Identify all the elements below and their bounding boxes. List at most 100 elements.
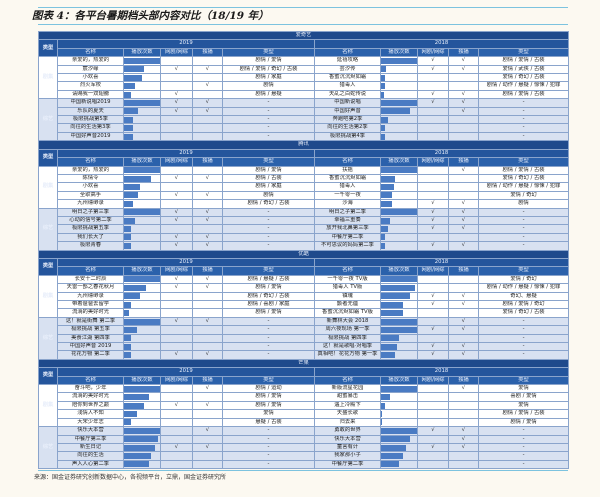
plays-bar-cell bbox=[123, 417, 161, 428]
title-name: 花花万物 第二季 bbox=[57, 350, 124, 360]
genre: - bbox=[222, 241, 315, 251]
drama-row: 小欢喜 剧情 / 家庭 猎毒人 剧情 / 动作 / 悬疑 / 惊悚 / 犯罪 bbox=[39, 182, 570, 192]
exclusive-check bbox=[448, 417, 479, 428]
web-original-check bbox=[417, 434, 449, 444]
column-header-plays: 播放次数 bbox=[123, 266, 161, 276]
title-name: 陪你到世界之巅 bbox=[57, 400, 124, 411]
title-name: 向往的生活 bbox=[57, 451, 124, 461]
web-original-check: √ bbox=[160, 106, 193, 117]
title-name: 陈情令 bbox=[57, 173, 124, 184]
exclusive-check: √ bbox=[192, 426, 223, 436]
web-original-check bbox=[160, 451, 193, 461]
title-name: 这！就是歌唱·对唱季 bbox=[314, 342, 381, 352]
column-header-name: 名称 bbox=[57, 47, 124, 58]
genre: - bbox=[477, 333, 570, 344]
exclusive-check bbox=[448, 123, 479, 133]
title-name: 天盛长歌 bbox=[314, 409, 381, 419]
genre: 剧情 / 爱情 bbox=[222, 308, 315, 318]
web-original-check bbox=[160, 434, 193, 444]
column-header-plays: 播放次数 bbox=[123, 157, 161, 167]
plays-bar-cell bbox=[380, 98, 418, 108]
category-header: 类型 bbox=[38, 257, 58, 276]
plays-bar bbox=[381, 402, 386, 409]
genre: 剧情 / 爱情 bbox=[222, 56, 315, 66]
title-name: 甜蜜暴击 bbox=[314, 392, 381, 402]
plays-bar-cell bbox=[380, 131, 418, 142]
platform-comparison-table: 爱奇艺 类型 2019 2018 名称 播放次数 网剧/网综 独播 类型 名称 播放次数 网剧/网综独… bbox=[37, 30, 570, 470]
genre: - bbox=[477, 241, 570, 251]
plays-bar bbox=[381, 99, 417, 106]
column-header-plays: 播放次数 bbox=[380, 266, 418, 276]
variety-row: 综艺 中国新说唱2019 √ √ - 中国新说唱 √ √ - bbox=[38, 98, 570, 142]
column-header-genre: 类型 bbox=[222, 47, 315, 58]
genre: 剧情 / 爱情 / 古装 bbox=[477, 165, 570, 175]
title-name: 美食江湖 第四季 bbox=[57, 333, 124, 344]
title-name: 快乐大本营 bbox=[314, 434, 381, 444]
year-label: 2018 bbox=[313, 39, 570, 49]
plays-bar bbox=[124, 209, 160, 216]
plays-bar bbox=[381, 318, 417, 325]
plays-bar-cell bbox=[123, 123, 161, 133]
plays-bar-cell bbox=[380, 291, 418, 302]
column-header-exclusive: 独播 bbox=[192, 266, 223, 276]
plays-bar-cell bbox=[380, 442, 418, 453]
column-header-web: 网剧/网综 bbox=[417, 375, 449, 386]
plays-bar bbox=[124, 217, 135, 224]
genre: - bbox=[477, 434, 570, 444]
genre: - bbox=[222, 350, 315, 360]
exclusive-check: √ bbox=[192, 400, 223, 411]
genre: 剧情 / 爱情 / 古装 bbox=[477, 409, 570, 419]
genre: 剧情 / 悬疑 / 古装 bbox=[222, 274, 315, 285]
title-name: 浅情人不知 bbox=[57, 409, 124, 419]
web-original-check: √ bbox=[417, 299, 449, 310]
variety-row: 极限挑战第5季 - 奔跑吧第2季 - bbox=[39, 115, 570, 125]
web-original-check bbox=[417, 165, 449, 175]
genre: 爱情 / 奇幻 / 古装 bbox=[477, 173, 570, 184]
year-label: 2019 bbox=[57, 39, 315, 49]
web-original-check: √ bbox=[417, 64, 449, 75]
genre: 爱情 / 奇幻 bbox=[477, 274, 570, 285]
plays-bar-cell bbox=[123, 56, 161, 66]
variety-row: 我们长大了 √ √ - 中餐厅第二季 - bbox=[39, 232, 570, 243]
exclusive-check: √ bbox=[448, 106, 479, 117]
title-name: 宸汐缘 bbox=[57, 64, 124, 75]
genre: - bbox=[477, 316, 570, 327]
title-name: 中国新说唱 bbox=[314, 98, 381, 108]
plays-bar-cell bbox=[123, 426, 161, 436]
title-name: 小欢喜 bbox=[57, 73, 124, 83]
plays-bar bbox=[381, 343, 398, 350]
title-name: 遇上冷殿下 bbox=[314, 400, 381, 411]
plays-bar-cell bbox=[123, 81, 161, 91]
column-header-exclusive: 独播 bbox=[448, 266, 479, 276]
column-header-exclusive: 独播 bbox=[448, 157, 479, 167]
genre: 剧情 / 古装 bbox=[222, 173, 315, 184]
drama-row: 九州缥缈录 剧情 / 奇幻 / 古装 沙海 √ √ 剧情 bbox=[39, 199, 570, 209]
plays-bar-cell bbox=[380, 173, 418, 184]
exclusive-check: √ bbox=[192, 283, 223, 293]
genre: - bbox=[477, 451, 570, 461]
plays-bar bbox=[381, 444, 407, 451]
plays-bar-cell bbox=[380, 241, 418, 251]
genre: 剧情 / 爱情 / 奇幻 / 古装 bbox=[222, 64, 315, 75]
web-original-check: √ bbox=[160, 232, 193, 243]
plays-bar bbox=[124, 184, 141, 191]
platform-name: 优酷 bbox=[37, 249, 570, 259]
genre: 剧情 / 爱情 bbox=[222, 283, 315, 293]
title-name: 明日之子第三季 bbox=[57, 207, 124, 217]
bottom-rule bbox=[38, 470, 568, 472]
plays-bar bbox=[381, 116, 389, 123]
genre: 剧情 / 动作 / 悬疑 / 惊悚 / 犯罪 bbox=[477, 182, 570, 192]
exclusive-check bbox=[192, 182, 223, 192]
title-name: 亲爱的，热爱的 bbox=[57, 165, 124, 175]
genre: - bbox=[477, 207, 570, 217]
web-original-check: √ bbox=[417, 207, 449, 217]
plays-bar bbox=[381, 453, 403, 460]
plays-bar-cell bbox=[380, 106, 418, 117]
plays-bar-cell bbox=[123, 106, 161, 117]
genre: 爱情 / 奇幻 / 古装 bbox=[477, 308, 570, 318]
web-original-check: √ bbox=[160, 98, 193, 108]
plays-bar-cell bbox=[380, 215, 418, 226]
title-name: 流淌的美好时光 bbox=[57, 308, 124, 318]
genre: 爱情 / 奇幻 bbox=[477, 190, 570, 201]
exclusive-check: √ bbox=[192, 106, 223, 117]
